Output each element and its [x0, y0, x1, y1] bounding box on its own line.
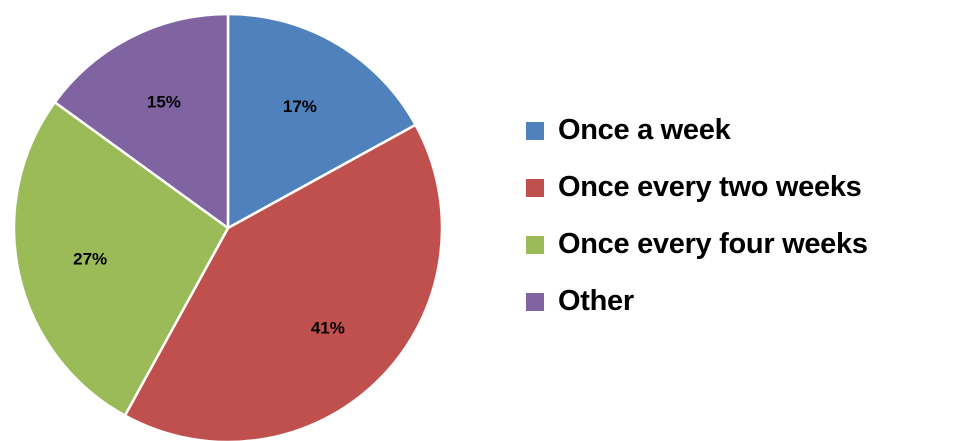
legend-label-other: Other	[558, 285, 634, 317]
legend-label-once-every-two-weeks: Once every two weeks	[558, 171, 862, 203]
pie-slice-other	[53, 12, 230, 230]
data-label-once-every-two-weeks: 41%	[311, 318, 345, 337]
data-label-once-every-four-weeks: 27%	[73, 249, 107, 268]
pie-slice-once-a-week	[226, 12, 417, 230]
pie-slice-once-every-two-weeks	[123, 123, 444, 441]
legend-swatch-once-every-four-weeks	[526, 235, 544, 254]
pie-data-labels: 17% 41% 27% 15%	[73, 93, 345, 338]
legend-item-once-every-two-weeks: Once every two weeks	[526, 159, 954, 216]
data-label-once-a-week: 17%	[283, 97, 317, 116]
legend-item-once-a-week: Once a week	[526, 102, 954, 159]
pie-slice-once-every-four-weeks	[12, 100, 230, 417]
legend-swatch-once-every-two-weeks	[526, 178, 544, 197]
pie-slices	[12, 12, 444, 441]
legend-label-once-a-week: Once a week	[558, 114, 731, 146]
legend: Once a week Once every two weeks Once ev…	[526, 102, 954, 330]
legend-swatch-once-a-week	[526, 121, 544, 140]
data-label-other: 15%	[147, 93, 181, 112]
legend-item-once-every-four-weeks: Once every four weeks	[526, 216, 954, 273]
legend-item-other: Other	[526, 273, 954, 330]
legend-swatch-other	[526, 292, 544, 311]
legend-label-once-every-four-weeks: Once every four weeks	[558, 228, 868, 260]
